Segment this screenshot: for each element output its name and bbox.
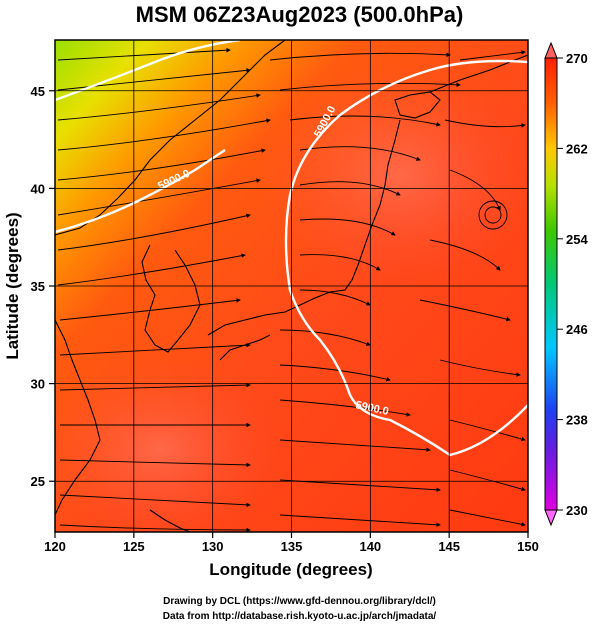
wind-streamlines [57,47,526,532]
y-axis-ticks: 25 30 35 40 45 [31,84,55,489]
colorbar-tick-label: 238 [566,413,588,428]
y-tick-label: 25 [31,474,45,489]
x-tick-label: 140 [359,539,381,554]
warm-area-shading-south [55,360,280,532]
x-tick-label: 145 [438,539,460,554]
contour-line-east [284,59,528,457]
chart-title: MSM 06Z23Aug2023 (500.0hPa) [135,2,464,27]
contour-line-north [55,40,241,102]
colorbar-gradient [544,57,558,511]
plot-area: 5900.0 5900.0 5900.0 [55,40,528,532]
colorbar-min-arrow [544,509,558,527]
colorbar-tick-label: 246 [566,322,588,337]
colorbar-max-arrow [544,41,558,59]
y-tick-label: 35 [31,279,45,294]
credit-line-drawing: Drawing by DCL (https://www.gfd-dennou.o… [163,596,436,607]
x-axis-label: Longitude (degrees) [209,560,372,579]
credit-line-data: Data from http://database.rish.kyoto-u.a… [162,611,437,622]
y-tick-label: 45 [31,84,45,99]
x-tick-label: 135 [281,539,303,554]
x-tick-label: 130 [202,539,224,554]
colorbar-tick-label: 270 [566,51,588,66]
colorbar-tick-label: 262 [566,141,588,156]
colorbar-ticks: 230 238 246 254 262 270 [557,51,588,518]
lat-lon-grid [55,40,528,532]
colorbar-tick-label: 230 [566,503,588,518]
anticyclone-eddy [478,200,508,230]
colorbar: 230 238 246 254 262 270 [544,41,588,527]
y-tick-label: 30 [31,377,45,392]
y-axis-label: Latitude (degrees) [3,212,22,359]
warm-core-shading [260,65,528,285]
x-tick-label: 150 [517,539,539,554]
x-tick-label: 125 [123,539,145,554]
colorbar-tick-label: 254 [566,232,588,247]
y-tick-label: 40 [31,181,45,196]
x-axis-ticks: 120 125 130 135 140 145 150 [44,532,539,554]
x-tick-label: 120 [44,539,66,554]
credits: Drawing by DCL (https://www.gfd-dennou.o… [0,594,599,624]
